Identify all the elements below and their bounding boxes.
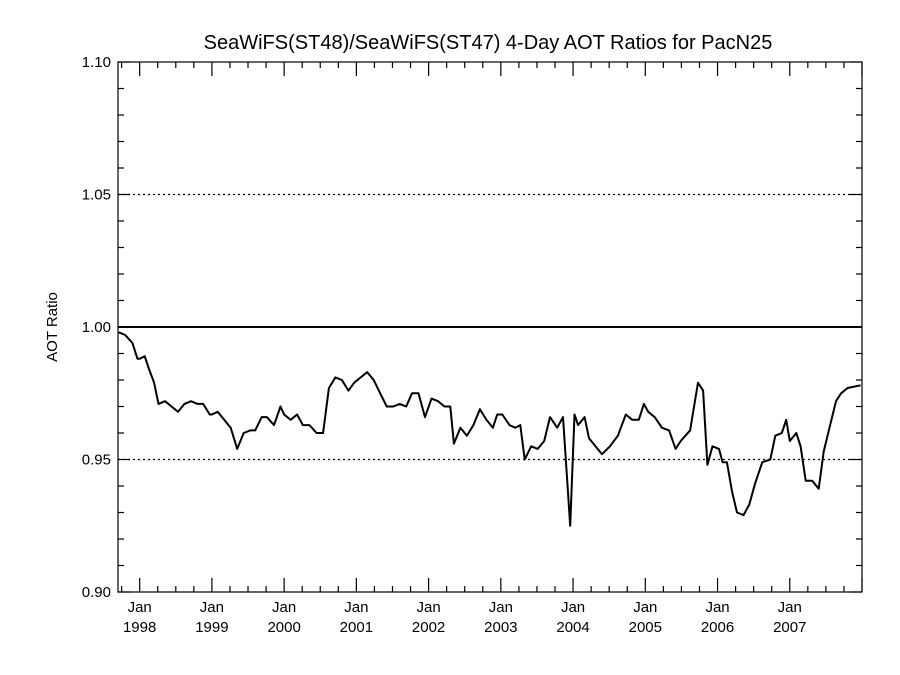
x-tick-label-year: 2001 <box>340 619 373 636</box>
series-group <box>118 331 861 527</box>
y-tick-label: 1.00 <box>82 319 111 336</box>
y-ticks: 0.90 0.95 1.00 1.05 1.10 <box>82 54 862 601</box>
grid-lines <box>118 193 862 461</box>
x-tick-label-month: Jan <box>633 599 657 616</box>
y-tick-label: 1.10 <box>82 54 111 71</box>
x-tick-label-month: Jan <box>705 599 729 616</box>
x-tick-label-month: Jan <box>200 599 224 616</box>
series-line-0 <box>118 331 861 527</box>
y-axis-label: AOT Ratio <box>44 292 61 362</box>
x-tick-label-month: Jan <box>778 599 802 616</box>
x-tick-label-month: Jan <box>417 599 441 616</box>
y-tick-label: 0.90 <box>82 584 111 601</box>
y-tick-label: 0.95 <box>82 452 111 469</box>
chart-title: SeaWiFS(ST48)/SeaWiFS(ST47) 4-Day AOT Ra… <box>204 32 773 54</box>
y-tick-label: 1.05 <box>82 187 111 204</box>
x-tick-label-year: 1999 <box>195 619 228 636</box>
x-tick-label-year: 2000 <box>267 619 300 636</box>
x-tick-label-month: Jan <box>344 599 368 616</box>
x-tick-label-year: 2006 <box>701 619 734 636</box>
x-tick-label-year: 2004 <box>556 619 589 636</box>
x-tick-label-year: 2003 <box>484 619 517 636</box>
x-tick-label-year: 1998 <box>123 619 156 636</box>
x-tick-label-year: 2002 <box>412 619 445 636</box>
x-tick-label-month: Jan <box>489 599 513 616</box>
x-tick-label-month: Jan <box>272 599 296 616</box>
x-tick-label-year: 2007 <box>773 619 806 636</box>
x-tick-label-year: 2005 <box>629 619 662 636</box>
x-ticks: Jan 1998 Jan 1999 Jan 2000 Jan 2001 Jan 2002 Jan 20… <box>121 62 863 636</box>
x-tick-label-month: Jan <box>128 599 152 616</box>
x-tick-label-month: Jan <box>561 599 585 616</box>
